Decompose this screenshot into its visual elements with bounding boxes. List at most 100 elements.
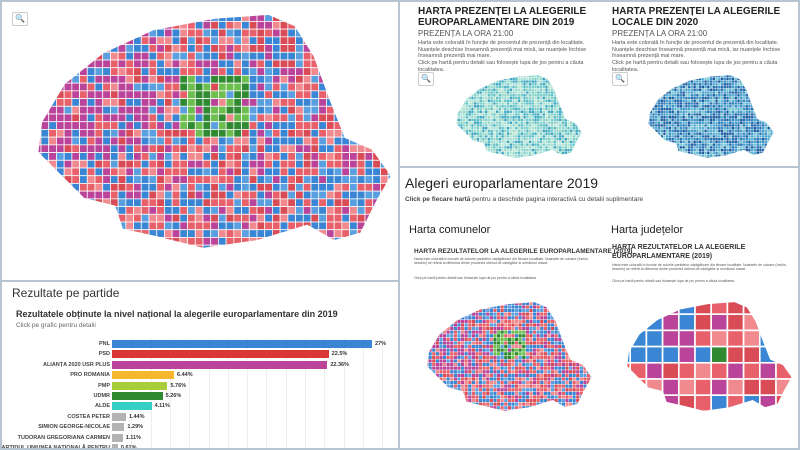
map-region[interactable] (202, 198, 212, 207)
map-region[interactable] (575, 160, 578, 163)
map-region[interactable] (490, 74, 494, 78)
map-region[interactable] (739, 82, 743, 86)
map-region[interactable] (507, 160, 510, 163)
map-region[interactable] (302, 28, 312, 38)
map-region[interactable] (481, 88, 485, 92)
map-region[interactable] (679, 74, 683, 78)
map-region[interactable] (71, 144, 80, 153)
map-region[interactable] (662, 72, 666, 75)
map-region[interactable] (679, 137, 683, 141)
map-region[interactable] (534, 80, 538, 84)
map-region[interactable] (10, 230, 18, 238)
map-region[interactable] (102, 51, 111, 61)
map-region[interactable] (218, 121, 227, 130)
map-region[interactable] (86, 221, 96, 231)
map-region[interactable] (279, 51, 289, 61)
map-region[interactable] (553, 145, 557, 149)
map-region[interactable] (761, 77, 765, 81)
map-region[interactable] (225, 51, 235, 61)
map-region[interactable] (356, 67, 366, 76)
map-region[interactable] (520, 129, 524, 133)
map-region[interactable] (531, 72, 535, 75)
map-region[interactable] (723, 88, 727, 92)
map-region[interactable] (233, 28, 242, 38)
map-region[interactable] (264, 136, 273, 146)
map-region[interactable] (288, 268, 296, 276)
map-region[interactable] (498, 107, 502, 111)
map-region[interactable] (553, 126, 557, 130)
map-region[interactable] (580, 99, 584, 103)
map-region[interactable] (498, 145, 502, 149)
map-region[interactable] (575, 80, 579, 84)
map-region[interactable] (693, 104, 697, 108)
map-region[interactable] (446, 127, 449, 130)
map-region[interactable] (769, 93, 773, 97)
map-region[interactable] (739, 143, 743, 147)
map-region[interactable] (218, 221, 227, 231)
map-region[interactable] (580, 88, 584, 92)
map-region[interactable] (709, 93, 713, 97)
map-region[interactable] (503, 137, 507, 141)
map-region[interactable] (225, 213, 235, 223)
map-region[interactable] (720, 77, 724, 81)
map-region[interactable] (446, 113, 449, 116)
map-region[interactable] (654, 88, 658, 92)
map-region[interactable] (638, 86, 641, 89)
map-region[interactable] (364, 167, 374, 177)
map-region[interactable] (706, 88, 710, 92)
map-region[interactable] (272, 237, 281, 246)
map-region[interactable] (473, 121, 477, 125)
map-region[interactable] (767, 88, 771, 92)
map-region[interactable] (364, 75, 374, 84)
map-region[interactable] (341, 105, 350, 115)
map-region[interactable] (79, 75, 88, 84)
map-region[interactable] (449, 124, 452, 127)
map-region[interactable] (326, 121, 335, 130)
map-region[interactable] (531, 110, 535, 114)
map-region[interactable] (349, 75, 358, 84)
map-region[interactable] (484, 137, 488, 141)
map-region[interactable] (148, 198, 158, 207)
map-region[interactable] (682, 134, 686, 138)
map-region[interactable] (577, 88, 581, 92)
map-region[interactable] (318, 206, 327, 215)
map-region[interactable] (731, 145, 735, 149)
map-region[interactable] (523, 77, 527, 81)
map-region[interactable] (581, 160, 584, 163)
map-region[interactable] (498, 134, 502, 138)
map-region[interactable] (514, 77, 518, 81)
map-region[interactable] (517, 132, 521, 136)
map-region[interactable] (528, 104, 532, 108)
map-region[interactable] (684, 134, 688, 138)
map-region[interactable] (525, 148, 529, 152)
map-region[interactable] (241, 36, 250, 45)
map-region[interactable] (295, 244, 304, 253)
map-region[interactable] (333, 198, 343, 207)
map-region[interactable] (71, 90, 80, 99)
map-region[interactable] (63, 21, 73, 30)
map-region[interactable] (446, 88, 449, 91)
map-region[interactable] (187, 6, 196, 15)
map-region[interactable] (657, 121, 661, 125)
map-region[interactable] (356, 98, 366, 107)
map-region[interactable] (86, 28, 96, 38)
map-region[interactable] (647, 82, 650, 86)
map-region[interactable] (695, 123, 699, 127)
map-region[interactable] (310, 129, 320, 138)
map-region[interactable] (690, 143, 694, 147)
map-region[interactable] (706, 134, 710, 138)
map-region[interactable] (341, 82, 350, 92)
map-region[interactable] (580, 118, 584, 122)
map-region[interactable] (63, 152, 73, 161)
map-region[interactable] (79, 213, 88, 223)
map-region[interactable] (575, 156, 579, 160)
map-region[interactable] (662, 148, 666, 152)
map-region[interactable] (737, 102, 741, 106)
map-region[interactable] (179, 159, 188, 169)
map-region[interactable] (509, 154, 513, 158)
map-region[interactable] (498, 151, 502, 155)
map-region[interactable] (739, 118, 743, 122)
map-region[interactable] (577, 145, 581, 149)
map-region[interactable] (517, 107, 521, 111)
map-region[interactable] (684, 107, 688, 111)
